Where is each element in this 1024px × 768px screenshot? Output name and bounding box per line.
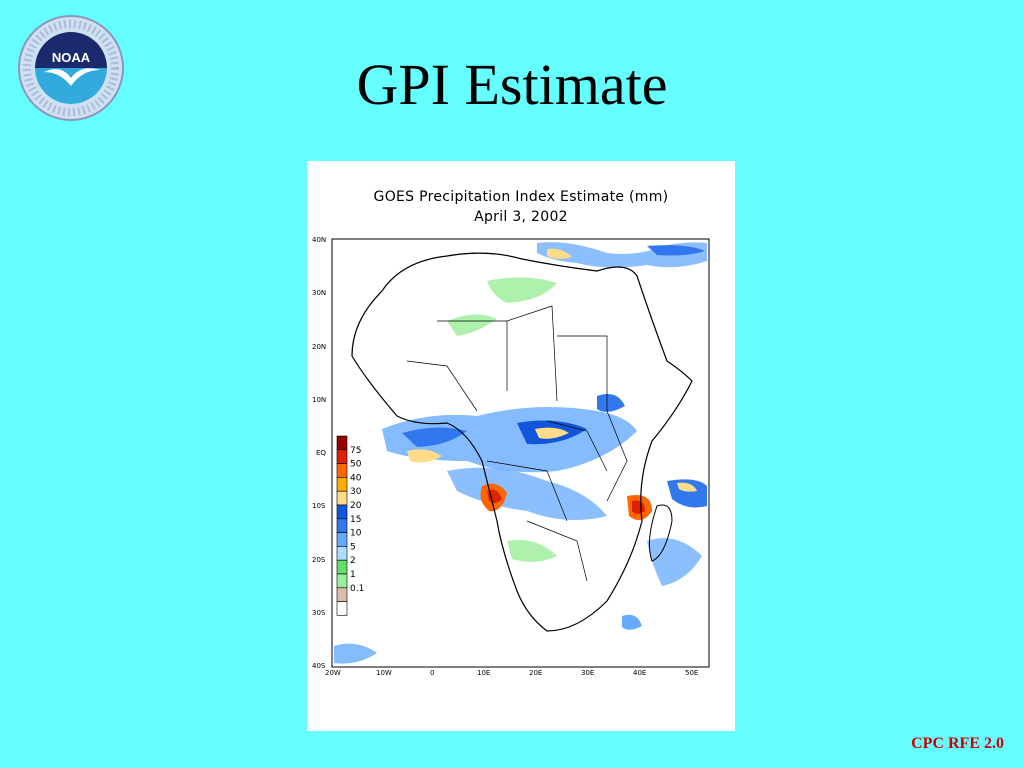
precipitation-map: 40N 30N 20N 10N EQ 10S 20S 30S 40S 20W 1… [312, 236, 710, 677]
legend-swatch [336, 463, 348, 478]
madagascar-outline [648, 504, 673, 562]
legend-swatch [336, 435, 348, 451]
lon-tick: 20W [325, 669, 341, 677]
lat-tick: 10S [312, 502, 326, 510]
lat-tick: 40N [312, 236, 326, 244]
lat-tick: 40S [312, 662, 326, 670]
country-borders [406, 305, 628, 582]
color-legend: 75 50 40 30 20 15 10 5 2 1 0.1 [336, 435, 364, 616]
legend-label: 2 [350, 556, 356, 566]
legend-label: 40 [350, 473, 362, 483]
lon-tick: 50E [685, 669, 698, 677]
legend-swatch [336, 532, 348, 547]
legend-label: 75 [350, 446, 361, 456]
slide-title: GPI Estimate [356, 52, 668, 117]
legend-label: 50 [350, 460, 362, 470]
legend-label: 1 [350, 570, 356, 580]
logo-text: NOAA [52, 50, 91, 65]
legend-label: 10 [350, 529, 362, 539]
footer-label: CPC RFE 2.0 [911, 735, 1004, 752]
legend-label: 20 [350, 501, 362, 511]
lat-tick: 30N [312, 289, 326, 297]
lat-tick: 30S [312, 609, 326, 617]
legend-label: 15 [350, 515, 361, 525]
legend-label: 30 [350, 487, 362, 497]
legend-swatch [336, 449, 348, 464]
map-date: April 3, 2002 [474, 209, 568, 225]
lon-tick: 10E [477, 669, 490, 677]
legend-swatch [336, 504, 348, 520]
seagull-icon [44, 68, 100, 86]
lon-tick: 20E [529, 669, 542, 677]
map-panel: GOES Precipitation Index Estimate (mm) A… [307, 161, 735, 731]
legend-swatch [336, 601, 348, 616]
africa-coastline [351, 252, 693, 632]
lon-tick: 30E [581, 669, 594, 677]
map-title: GOES Precipitation Index Estimate (mm) [373, 189, 669, 205]
lon-tick: 40E [633, 669, 646, 677]
legend-label: 5 [350, 542, 356, 552]
lat-tick: 20N [312, 343, 326, 351]
legend-swatch [336, 573, 348, 589]
lat-tick: 20S [312, 556, 326, 564]
legend-swatch [336, 490, 348, 506]
legend-swatch [336, 518, 348, 533]
legend-swatch [336, 477, 348, 492]
legend-swatch [336, 559, 348, 575]
legend-swatch [336, 546, 348, 561]
noaa-logo: NOAA [18, 15, 124, 121]
lat-tick-labels: 40N 30N 20N 10N EQ 10S 20S 30S 40S [312, 236, 326, 670]
lat-tick: EQ [316, 449, 326, 457]
lat-tick: 10N [312, 396, 326, 404]
lon-tick: 0 [430, 669, 434, 677]
legend-swatch [336, 587, 348, 602]
lon-tick-labels: 20W 10W 0 10E 20E 30E 40E 50E [325, 669, 698, 677]
lon-tick: 10W [376, 669, 392, 677]
legend-label: 0.1 [350, 584, 364, 594]
